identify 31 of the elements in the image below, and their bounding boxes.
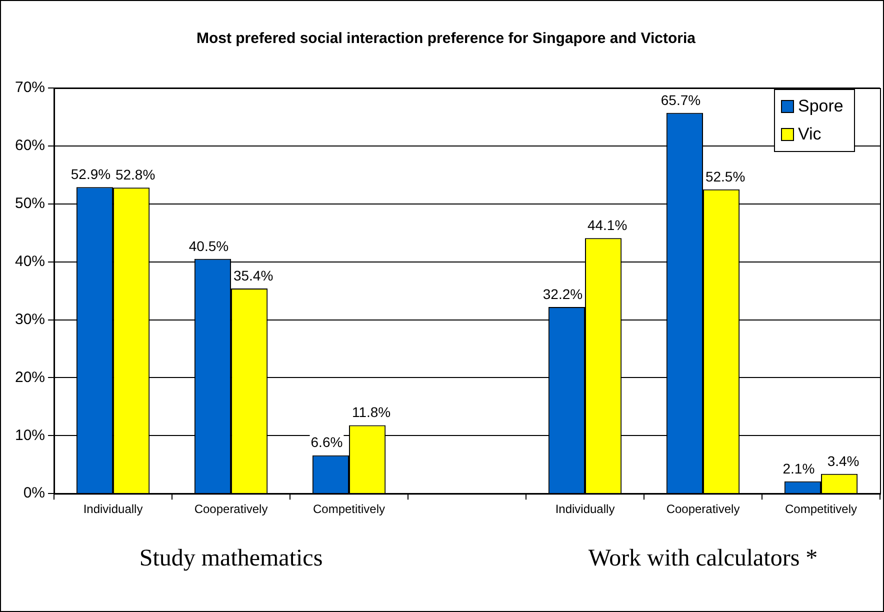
data-label: 6.6% — [310, 434, 343, 450]
y-tick-label: 0% — [23, 484, 46, 502]
x-tick-label: Competitively — [313, 502, 386, 516]
x-tick-label: Cooperatively — [194, 502, 268, 516]
x-tick-label: Cooperatively — [666, 502, 740, 516]
y-tick-label: 30% — [14, 310, 46, 328]
y-tick-label: 40% — [14, 252, 46, 270]
data-label: 11.8% — [352, 404, 391, 420]
y-tick-label: 20% — [14, 368, 46, 386]
data-label: 3.4% — [827, 452, 860, 469]
data-label: 44.1% — [587, 216, 628, 233]
data-label: 40.5% — [188, 238, 229, 254]
data-label: 52.8% — [115, 166, 156, 183]
y-tick-label: 10% — [14, 426, 46, 444]
chart-title: Most prefered social interaction preference for Singapore and Victoria — [196, 30, 696, 48]
text: Work with calculators * — [588, 546, 818, 572]
data-label: 52.9% — [70, 166, 111, 182]
y-tick-label: 70% — [14, 79, 46, 96]
data-label: 32.2% — [542, 286, 583, 302]
data-label: 35.4% — [233, 267, 274, 284]
x-tick-label: Competitively — [784, 502, 858, 516]
data-label: 52.5% — [705, 168, 746, 184]
legend-label: Vic — [798, 124, 822, 144]
x-tick-label: Individually — [83, 502, 143, 516]
x-tick-label: Individually — [555, 502, 615, 516]
y-tick-label: 50% — [14, 195, 46, 212]
data-label: 2.1% — [782, 460, 815, 476]
text: Study mathematics — [139, 546, 323, 572]
data-label: 65.7% — [660, 92, 701, 108]
y-tick-label: 60% — [14, 137, 46, 154]
legend-label: Spore — [798, 96, 844, 116]
